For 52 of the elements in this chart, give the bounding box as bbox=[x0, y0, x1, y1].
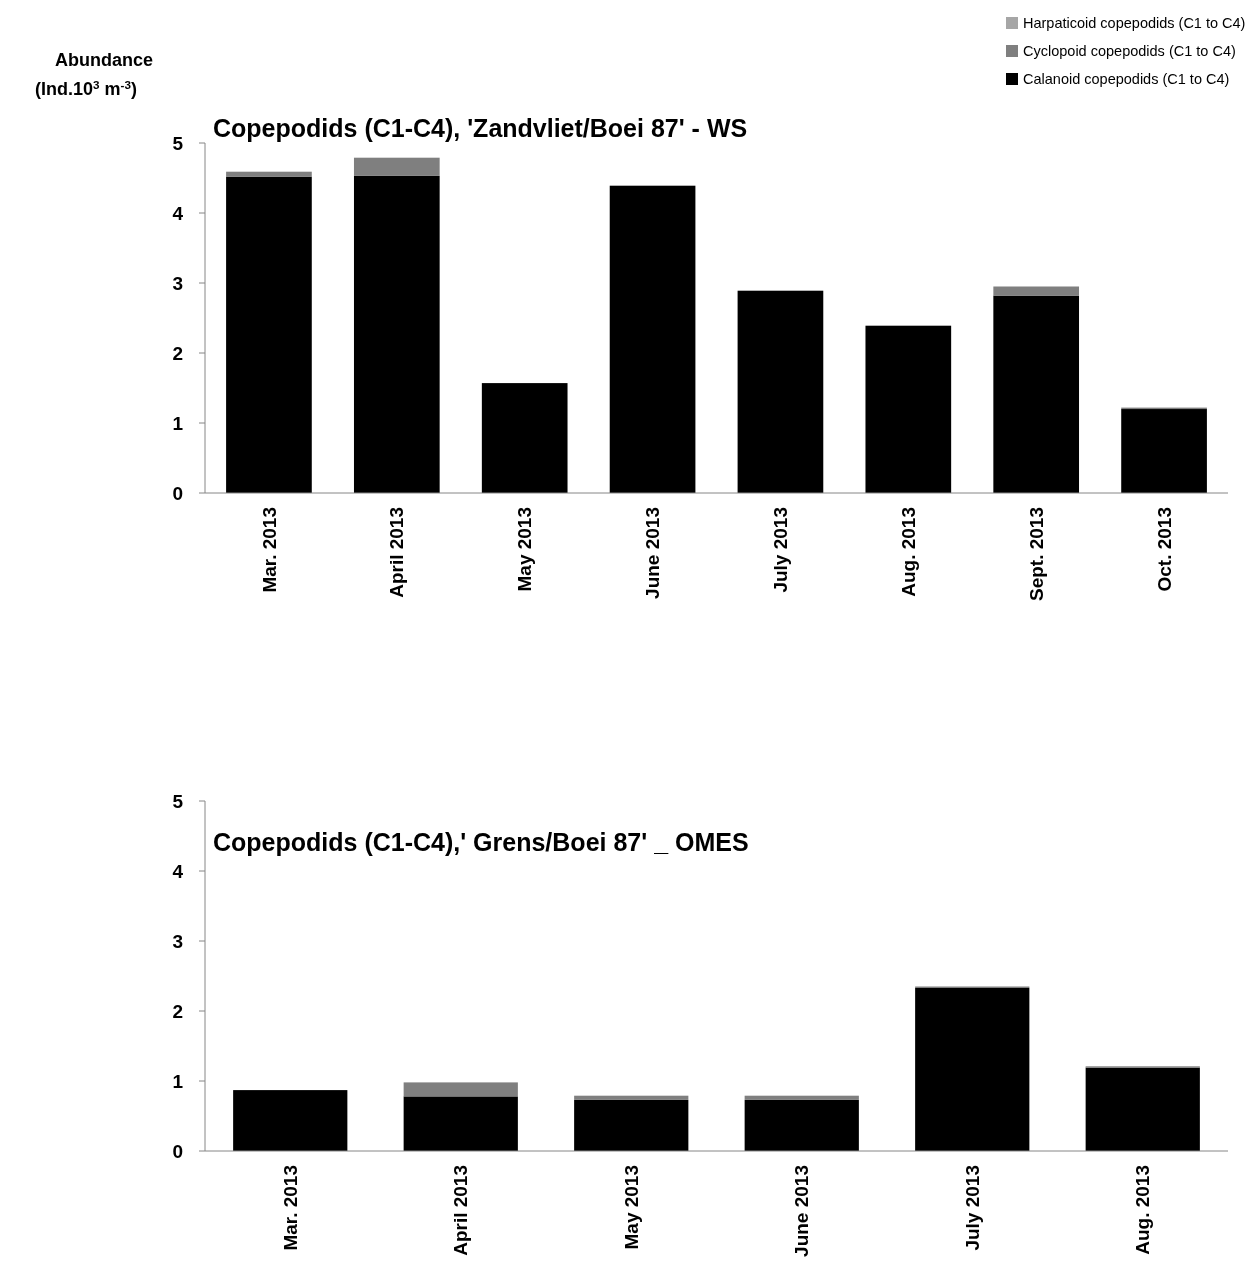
text: Copepodids (C1-C4),' Grens/Boei 87' _ OMES bbox=[213, 828, 749, 856]
y-tick-label: 5 bbox=[172, 132, 184, 154]
x-tick-label: Sept. 2013 bbox=[1025, 507, 1047, 601]
bar bbox=[744, 1099, 859, 1151]
x-tick-label: April 2013 bbox=[450, 1165, 472, 1256]
y-tick-label: 1 bbox=[172, 1070, 184, 1092]
bar bbox=[403, 1082, 518, 1097]
x-tick-label: Aug. 2013 bbox=[897, 507, 919, 597]
x-tick-label: June 2013 bbox=[791, 1165, 813, 1257]
bar bbox=[1121, 409, 1207, 493]
bar bbox=[744, 1095, 859, 1100]
y-tick-label: 0 bbox=[172, 1140, 183, 1162]
bar bbox=[915, 987, 1030, 1151]
bar bbox=[993, 295, 1080, 493]
bar bbox=[226, 171, 312, 177]
x-tick-label: May 2013 bbox=[620, 1165, 642, 1250]
y-tick-label: 3 bbox=[172, 930, 183, 952]
x-tick-label: July 2013 bbox=[961, 1165, 983, 1251]
legend-label: Calanoid copepodids (C1 to C4) bbox=[1023, 71, 1230, 87]
bar bbox=[1085, 1067, 1200, 1151]
bar bbox=[353, 175, 440, 493]
bar bbox=[233, 1090, 348, 1151]
x-tick-label: Aug. 2013 bbox=[1132, 1165, 1154, 1255]
bar bbox=[403, 1096, 518, 1151]
y-tick-label: 3 bbox=[172, 272, 183, 294]
bar bbox=[574, 1095, 689, 1100]
legend-label: Cyclopoid copepodids (C1 to C4) bbox=[1023, 43, 1236, 59]
y-tick-label: 4 bbox=[172, 860, 184, 882]
y-tick-label: 0 bbox=[172, 482, 183, 504]
x-tick-label: July 2013 bbox=[770, 507, 792, 593]
x-tick-label: Oct. 2013 bbox=[1153, 507, 1175, 592]
legend-label: Harpaticoid copepodids (C1 to C4) bbox=[1023, 15, 1246, 31]
bar bbox=[609, 185, 696, 493]
x-tick-label: Mar. 2013 bbox=[279, 1165, 301, 1251]
bar bbox=[993, 286, 1080, 296]
y-tick-label: 1 bbox=[172, 412, 184, 434]
bar bbox=[574, 1099, 689, 1151]
bar bbox=[737, 290, 824, 493]
y-tick-label: 2 bbox=[172, 342, 183, 364]
bar bbox=[353, 157, 440, 176]
y-tick-label: 5 bbox=[172, 790, 184, 812]
y-tick-label: 4 bbox=[172, 202, 184, 224]
x-tick-label: April 2013 bbox=[386, 507, 408, 598]
y-axis-title: Abundance (Ind.10$^{3}$ m$^{-3}$) bbox=[35, 50, 154, 99]
x-tick-label: May 2013 bbox=[514, 507, 536, 592]
bar bbox=[865, 325, 952, 493]
chart-title: Copepodids (C1-C4), 'Zandvliet/Boei 87' - WS bbox=[213, 114, 748, 142]
bar bbox=[481, 383, 568, 493]
x-tick-label: June 2013 bbox=[642, 507, 664, 599]
y-tick-label: 2 bbox=[172, 1000, 183, 1022]
x-tick-label: Mar. 2013 bbox=[258, 507, 280, 593]
bar bbox=[226, 176, 312, 493]
